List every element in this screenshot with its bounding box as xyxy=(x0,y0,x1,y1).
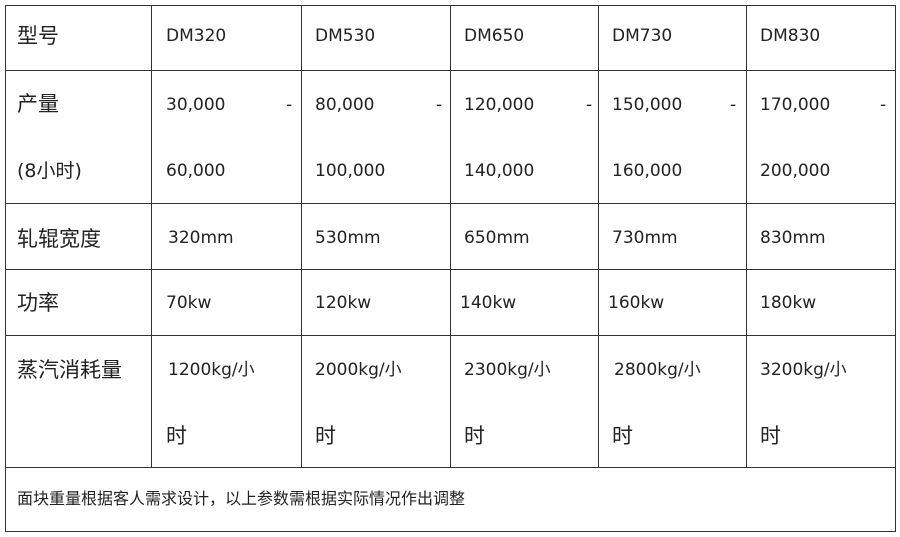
output-min: 120,000 xyxy=(464,95,535,115)
header-output: 产量 xyxy=(17,92,59,116)
steam-consumption-tail: 时 xyxy=(760,424,781,448)
model-name: DM530 xyxy=(315,26,376,46)
steam-consumption: 2300kg/小 xyxy=(464,360,551,380)
divider xyxy=(895,5,896,532)
divider xyxy=(746,5,747,467)
model-name: DM320 xyxy=(166,26,227,46)
output-max: 100,000 xyxy=(315,161,386,181)
output-min: 80,000 xyxy=(315,95,375,115)
range-dash: - xyxy=(286,95,293,115)
range-dash: - xyxy=(586,95,593,115)
roll-width: 650mm xyxy=(464,228,530,248)
header-width: 轧辊宽度 xyxy=(17,227,101,251)
power: 120kw xyxy=(315,293,372,313)
steam-consumption: 2800kg/小 xyxy=(614,360,701,380)
header-model: 型号 xyxy=(17,24,59,48)
range-dash: - xyxy=(436,95,443,115)
divider xyxy=(450,5,451,467)
range-dash: - xyxy=(730,95,737,115)
header-steam: 蒸汽消耗量 xyxy=(17,358,122,382)
output-min: 30,000 xyxy=(166,95,226,115)
footnote: 面块重量根据客人需求设计，以上参数需根据实际情况作出调整 xyxy=(17,489,466,508)
power: 70kw xyxy=(166,293,212,313)
output-max: 140,000 xyxy=(464,161,535,181)
steam-consumption: 2000kg/小 xyxy=(315,360,402,380)
power: 140kw xyxy=(460,293,517,313)
header-output-unit: (8小时) xyxy=(17,160,82,182)
power: 160kw xyxy=(608,293,665,313)
steam-consumption-tail: 时 xyxy=(315,424,336,448)
range-dash: - xyxy=(880,95,887,115)
divider xyxy=(598,5,599,467)
steam-consumption: 3200kg/小 xyxy=(760,360,847,380)
roll-width: 320mm xyxy=(168,228,234,248)
roll-width: 730mm xyxy=(612,228,678,248)
model-name: DM650 xyxy=(464,26,525,46)
roll-width: 830mm xyxy=(760,228,826,248)
model-name: DM730 xyxy=(612,26,673,46)
roll-width: 530mm xyxy=(315,228,381,248)
divider xyxy=(5,531,895,532)
steam-consumption-tail: 时 xyxy=(166,424,187,448)
output-max: 60,000 xyxy=(166,161,226,181)
divider xyxy=(5,5,6,532)
header-power: 功率 xyxy=(17,291,59,315)
divider xyxy=(301,5,302,467)
divider xyxy=(151,5,152,467)
output-min: 150,000 xyxy=(612,95,683,115)
steam-consumption: 1200kg/小 xyxy=(168,360,255,380)
model-name: DM830 xyxy=(760,26,821,46)
output-max: 200,000 xyxy=(760,161,831,181)
steam-consumption-tail: 时 xyxy=(612,424,633,448)
output-max: 160,000 xyxy=(612,161,683,181)
power: 180kw xyxy=(760,293,817,313)
divider xyxy=(5,467,895,468)
output-min: 170,000 xyxy=(760,95,831,115)
steam-consumption-tail: 时 xyxy=(464,424,485,448)
